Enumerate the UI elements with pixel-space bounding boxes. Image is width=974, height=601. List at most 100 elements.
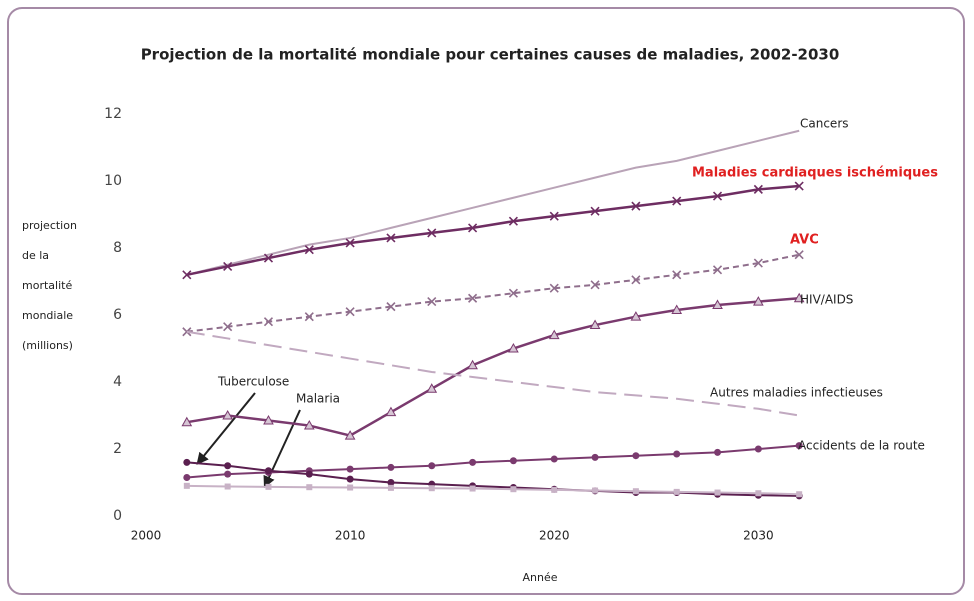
series-line	[186, 297, 800, 437]
marker	[224, 462, 232, 470]
marker	[183, 482, 190, 489]
series-line	[186, 129, 800, 276]
marker	[387, 484, 394, 491]
x-tick-label: 2000	[131, 529, 162, 543]
marker	[224, 483, 231, 490]
series-label: Tuberculose	[217, 375, 289, 389]
y-tick-label: 8	[113, 240, 122, 256]
series-label: Cancers	[800, 117, 849, 131]
y-axis-label: mondiale	[22, 309, 73, 322]
marker	[548, 329, 560, 340]
marker	[428, 485, 435, 492]
series-label: Accidents de la route	[798, 439, 925, 453]
marker	[590, 206, 600, 216]
series-label: AVC	[790, 233, 819, 248]
marker	[671, 304, 683, 314]
marker	[305, 470, 313, 478]
marker	[712, 265, 723, 275]
marker	[304, 312, 314, 322]
marker	[753, 258, 763, 268]
marker	[468, 223, 478, 233]
marker	[304, 245, 314, 255]
marker	[264, 467, 272, 475]
marker	[793, 292, 805, 303]
marker	[306, 484, 313, 491]
marker	[467, 359, 478, 370]
marker	[508, 216, 518, 226]
marker	[224, 470, 232, 478]
y-tick-label: 4	[113, 374, 122, 390]
marker	[631, 201, 641, 211]
marker	[672, 196, 682, 206]
marker	[347, 484, 354, 491]
marker	[714, 448, 722, 456]
marker	[551, 486, 558, 493]
marker	[549, 211, 559, 221]
marker	[753, 184, 763, 194]
y-axis-label: (millions)	[22, 339, 73, 352]
marker	[346, 465, 354, 473]
y-tick-label: 2	[113, 441, 122, 457]
marker	[510, 486, 517, 493]
marker	[386, 302, 396, 312]
marker	[714, 489, 721, 496]
series-line	[186, 184, 800, 277]
series-line	[186, 253, 800, 333]
series-label: Malaria	[296, 392, 340, 406]
marker	[223, 322, 233, 332]
x-axis-label: Année	[522, 571, 557, 584]
marker	[428, 462, 436, 470]
y-axis-label: mortalité	[22, 279, 72, 292]
annotation-arrow	[196, 392, 256, 465]
marker	[183, 458, 191, 466]
x-tick-label: 2020	[539, 529, 570, 543]
marker	[508, 342, 519, 353]
marker	[385, 406, 397, 417]
marker	[345, 307, 355, 317]
series-label: Autres maladies infectieuses	[710, 386, 883, 400]
marker	[550, 455, 558, 463]
marker	[469, 485, 476, 492]
y-axis-label: de la	[22, 249, 49, 262]
marker	[673, 488, 680, 495]
marker	[794, 250, 804, 260]
frame	[7, 7, 965, 595]
marker	[303, 420, 315, 430]
marker	[549, 283, 559, 293]
y-tick-label: 12	[104, 106, 122, 122]
marker	[263, 415, 274, 425]
marker	[794, 181, 804, 191]
marker	[754, 445, 762, 453]
x-tick-label: 2010	[335, 529, 366, 543]
marker	[344, 430, 356, 440]
marker	[752, 296, 764, 306]
marker	[795, 442, 803, 450]
marker	[181, 416, 193, 427]
marker	[427, 228, 437, 238]
marker	[345, 238, 355, 248]
marker	[712, 191, 723, 201]
marker	[591, 453, 599, 461]
marker	[632, 488, 639, 495]
y-tick-label: 6	[113, 307, 122, 323]
marker	[223, 261, 233, 271]
marker	[712, 299, 723, 309]
marker	[755, 490, 762, 497]
y-axis-label: projection	[22, 219, 77, 232]
marker	[387, 463, 395, 471]
series-label: HIV/AIDS	[800, 293, 853, 307]
marker	[630, 311, 642, 321]
marker	[222, 409, 234, 420]
marker	[590, 280, 600, 290]
marker	[673, 450, 681, 458]
marker	[672, 270, 682, 280]
y-tick-label: 0	[113, 508, 122, 524]
marker	[468, 293, 478, 303]
marker	[263, 253, 274, 263]
marker	[426, 383, 438, 393]
marker	[387, 479, 395, 486]
marker	[427, 297, 437, 307]
marker	[265, 483, 272, 490]
